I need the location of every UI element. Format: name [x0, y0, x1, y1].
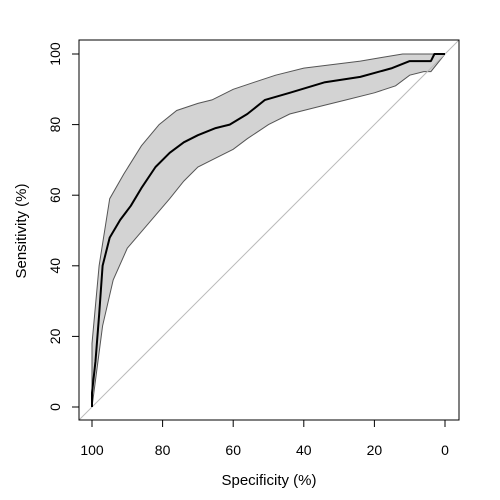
chance-diagonal-line — [78, 39, 460, 421]
x-tick-label: 80 — [155, 442, 171, 458]
y-tick-label: 80 — [47, 117, 63, 133]
y-tick-label: 100 — [47, 42, 63, 66]
confidence-band-lower-line — [91, 53, 446, 408]
y-tick-label: 40 — [47, 258, 63, 274]
x-tick-label: 40 — [296, 442, 312, 458]
y-axis-title: Sensitivity (%) — [13, 183, 30, 278]
x-tick-label: 60 — [225, 442, 241, 458]
y-tick-label: 0 — [47, 403, 63, 411]
roc-curve-line-0 — [91, 53, 445, 407]
y-tick-label: 20 — [47, 328, 63, 344]
x-tick-label: 20 — [367, 442, 383, 458]
x-tick-label: 0 — [441, 442, 449, 458]
confidence-band-area — [92, 54, 445, 407]
x-axis-title: Specificity (%) — [221, 472, 316, 489]
x-tick-label: 100 — [80, 442, 104, 458]
confidence-band-upper-line — [91, 53, 445, 407]
y-tick-label: 60 — [47, 187, 63, 203]
